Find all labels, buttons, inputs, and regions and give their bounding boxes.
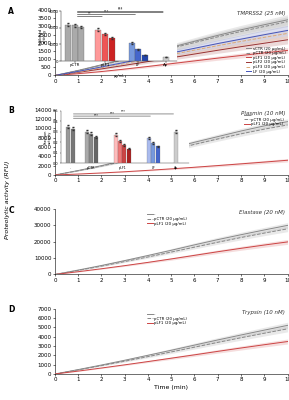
- Text: A: A: [8, 7, 14, 16]
- X-axis label: Time (min): Time (min): [154, 385, 188, 390]
- Legend: sCTR (20 μg/mL), pCTR (20 μg/mL), pLF1 (20 μg/mL), pLF2 (20 μg/mL), pLF3 (20 μg/: sCTR (20 μg/mL), pCTR (20 μg/mL), pLF1 (…: [246, 47, 286, 74]
- Text: Plasmin (10 nM): Plasmin (10 nM): [241, 111, 285, 116]
- Legend: -, pCTR (20 μg/mL), pLF1 (20 μg/mL): -, pCTR (20 μg/mL), pLF1 (20 μg/mL): [145, 211, 188, 227]
- Legend: -, pCTR (20 μg/mL), pLF1 (20 μg/mL): -, pCTR (20 μg/mL), pLF1 (20 μg/mL): [145, 310, 188, 327]
- Legend: -, pCTR (20 μg/mL), pLF1 (20 μg/mL): -, pCTR (20 μg/mL), pLF1 (20 μg/mL): [242, 112, 286, 128]
- Text: B: B: [8, 106, 14, 115]
- Text: Elastase (20 nM): Elastase (20 nM): [239, 210, 285, 215]
- Text: Trypsin (10 nM): Trypsin (10 nM): [242, 310, 285, 315]
- Text: Proteolytic activity (RFU): Proteolytic activity (RFU): [5, 161, 10, 239]
- Text: C: C: [8, 206, 14, 215]
- Text: D: D: [8, 305, 15, 314]
- Text: TMPRSS2 (25 nM): TMPRSS2 (25 nM): [237, 11, 285, 16]
